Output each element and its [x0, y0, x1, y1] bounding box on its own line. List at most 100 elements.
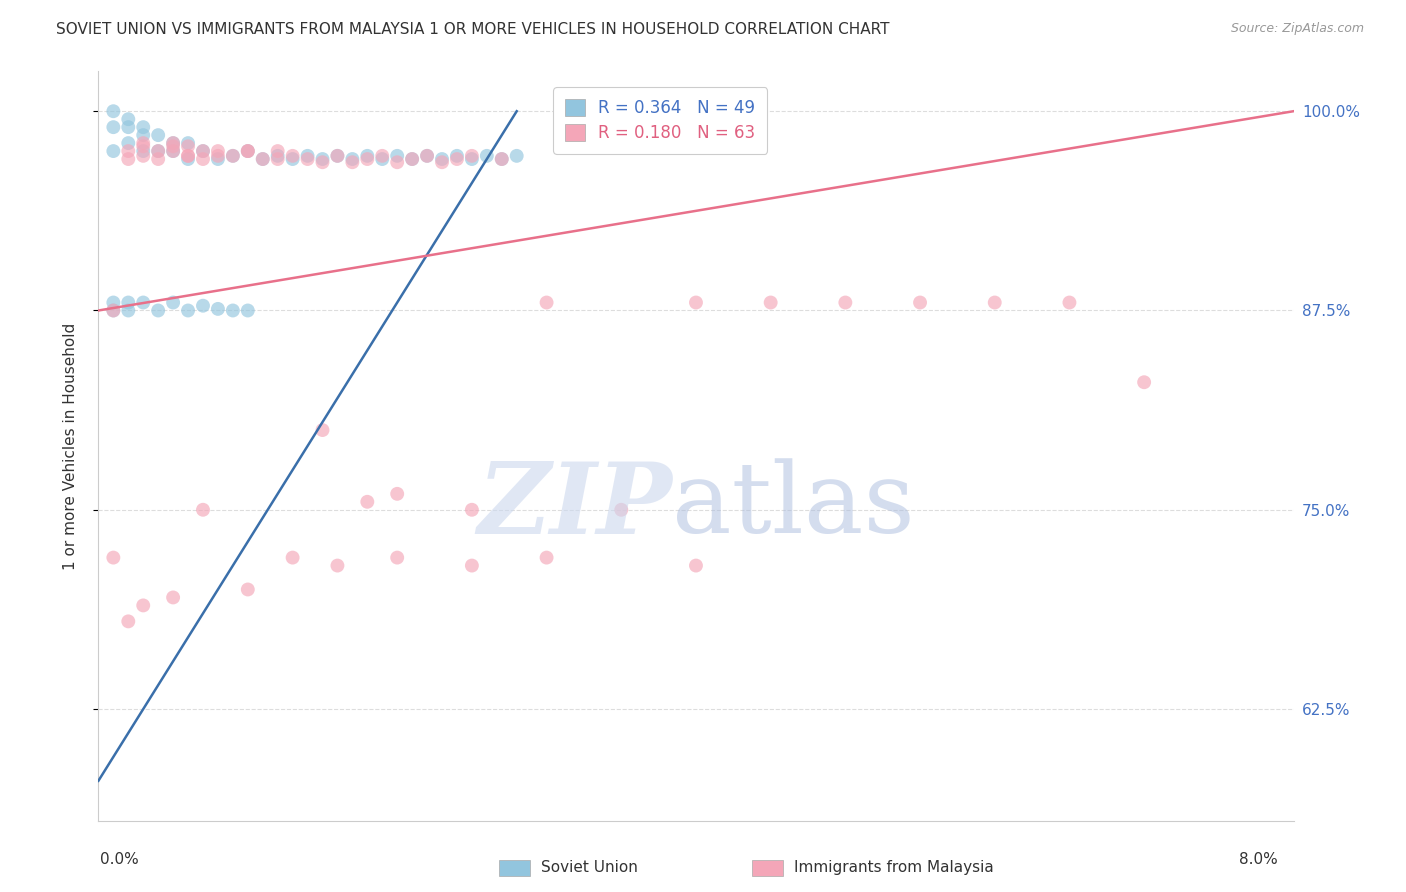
Point: [401, 152, 423, 166]
Point: [385, 149, 409, 163]
Point: [267, 144, 290, 158]
Point: [132, 295, 155, 310]
Point: [207, 144, 229, 158]
Point: [1059, 295, 1081, 310]
Point: [132, 128, 155, 142]
Point: [385, 550, 409, 565]
Text: 0.0%: 0.0%: [100, 852, 139, 867]
Point: [117, 144, 139, 158]
Point: [236, 144, 259, 158]
Point: [491, 152, 513, 166]
Point: [297, 149, 319, 163]
Point: [610, 502, 633, 516]
Point: [536, 295, 558, 310]
Point: [103, 144, 125, 158]
Point: [103, 303, 125, 318]
Point: [461, 149, 484, 163]
Point: [207, 149, 229, 163]
Point: [236, 144, 259, 158]
Point: [446, 152, 468, 166]
Point: [430, 155, 453, 169]
Point: [207, 152, 229, 166]
Point: [191, 144, 214, 158]
Point: [759, 295, 782, 310]
Legend: R = 0.364   N = 49, R = 0.180   N = 63: R = 0.364 N = 49, R = 0.180 N = 63: [553, 87, 768, 153]
Point: [252, 152, 274, 166]
Point: [103, 550, 125, 565]
Point: [267, 152, 290, 166]
Text: Soviet Union: Soviet Union: [541, 861, 638, 875]
Point: [356, 152, 378, 166]
Point: [1133, 376, 1156, 390]
Point: [117, 615, 139, 629]
Point: [177, 136, 200, 150]
Point: [326, 149, 349, 163]
Point: [162, 295, 184, 310]
Point: [222, 149, 245, 163]
Point: [191, 299, 214, 313]
Text: atlas: atlas: [672, 458, 915, 554]
Point: [132, 136, 155, 150]
Point: [430, 152, 453, 166]
Point: [311, 152, 333, 166]
Point: [148, 144, 170, 158]
Point: [475, 149, 498, 163]
Point: [356, 495, 378, 509]
Point: [177, 149, 200, 163]
Point: [984, 295, 1007, 310]
Point: [446, 149, 468, 163]
Point: [326, 149, 349, 163]
Point: [297, 152, 319, 166]
Point: [236, 144, 259, 158]
Point: [536, 550, 558, 565]
Point: [461, 152, 484, 166]
Point: [117, 112, 139, 127]
Point: [177, 149, 200, 163]
Text: 8.0%: 8.0%: [1239, 852, 1278, 867]
Point: [162, 136, 184, 150]
Point: [117, 152, 139, 166]
Point: [461, 558, 484, 573]
Point: [103, 303, 125, 318]
Point: [117, 120, 139, 135]
Point: [222, 149, 245, 163]
Point: [177, 152, 200, 166]
Point: [117, 303, 139, 318]
Point: [177, 303, 200, 318]
Point: [132, 139, 155, 153]
Point: [162, 144, 184, 158]
Point: [222, 303, 245, 318]
Point: [191, 144, 214, 158]
Text: SOVIET UNION VS IMMIGRANTS FROM MALAYSIA 1 OR MORE VEHICLES IN HOUSEHOLD CORRELA: SOVIET UNION VS IMMIGRANTS FROM MALAYSIA…: [56, 22, 890, 37]
Point: [401, 152, 423, 166]
Point: [506, 149, 529, 163]
Point: [236, 303, 259, 318]
Text: Source: ZipAtlas.com: Source: ZipAtlas.com: [1230, 22, 1364, 36]
Point: [162, 144, 184, 158]
Point: [162, 591, 184, 605]
Point: [148, 303, 170, 318]
Point: [834, 295, 856, 310]
Y-axis label: 1 or more Vehicles in Household: 1 or more Vehicles in Household: [63, 322, 77, 570]
Point: [326, 558, 349, 573]
Point: [132, 599, 155, 613]
Point: [461, 502, 484, 516]
Point: [416, 149, 439, 163]
Point: [148, 128, 170, 142]
Point: [491, 152, 513, 166]
Point: [385, 487, 409, 501]
Point: [416, 149, 439, 163]
Point: [148, 152, 170, 166]
Point: [685, 558, 707, 573]
Point: [267, 149, 290, 163]
Point: [191, 502, 214, 516]
Point: [117, 136, 139, 150]
Point: [385, 155, 409, 169]
Point: [281, 149, 304, 163]
Point: [311, 155, 333, 169]
Point: [162, 139, 184, 153]
Point: [371, 149, 394, 163]
Text: ZIP: ZIP: [477, 458, 672, 554]
Point: [236, 582, 259, 597]
Point: [908, 295, 931, 310]
